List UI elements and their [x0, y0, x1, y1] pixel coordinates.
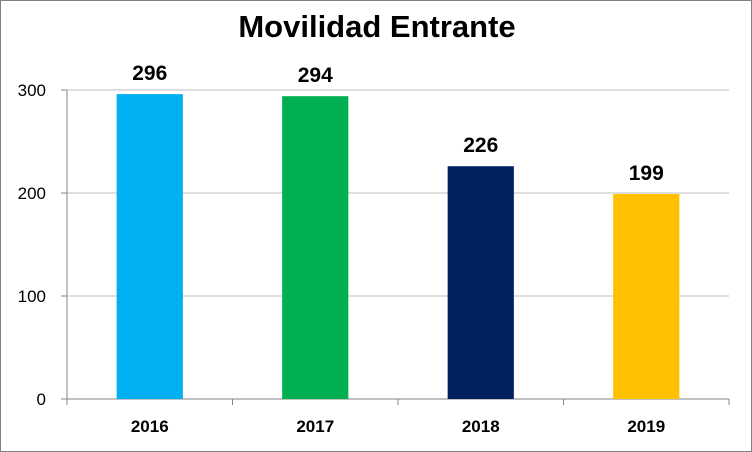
- category-label-2017: 2017: [296, 417, 334, 436]
- y-tick-label: 0: [37, 390, 46, 409]
- bar-2016: [116, 94, 183, 400]
- category-label-2018: 2018: [462, 417, 500, 436]
- category-label-2016: 2016: [131, 417, 169, 436]
- data-label-2018: 226: [463, 134, 498, 157]
- y-tick-label: 200: [18, 184, 46, 203]
- bar-2017: [282, 96, 349, 400]
- bar-2019: [613, 194, 680, 399]
- data-label-2017: 294: [298, 64, 333, 87]
- y-tick-label: 100: [18, 287, 46, 306]
- category-label-2019: 2019: [627, 417, 665, 436]
- labels: 296 2016 294 2017 226 2018 199 2019: [131, 62, 665, 436]
- data-label-2016: 296: [132, 62, 167, 85]
- data-label-2019: 199: [629, 162, 664, 185]
- y-tick-label: 300: [18, 81, 46, 100]
- chart-title: Movilidad Entrante: [238, 9, 516, 44]
- bar-2018: [447, 166, 514, 399]
- bars: [116, 94, 680, 400]
